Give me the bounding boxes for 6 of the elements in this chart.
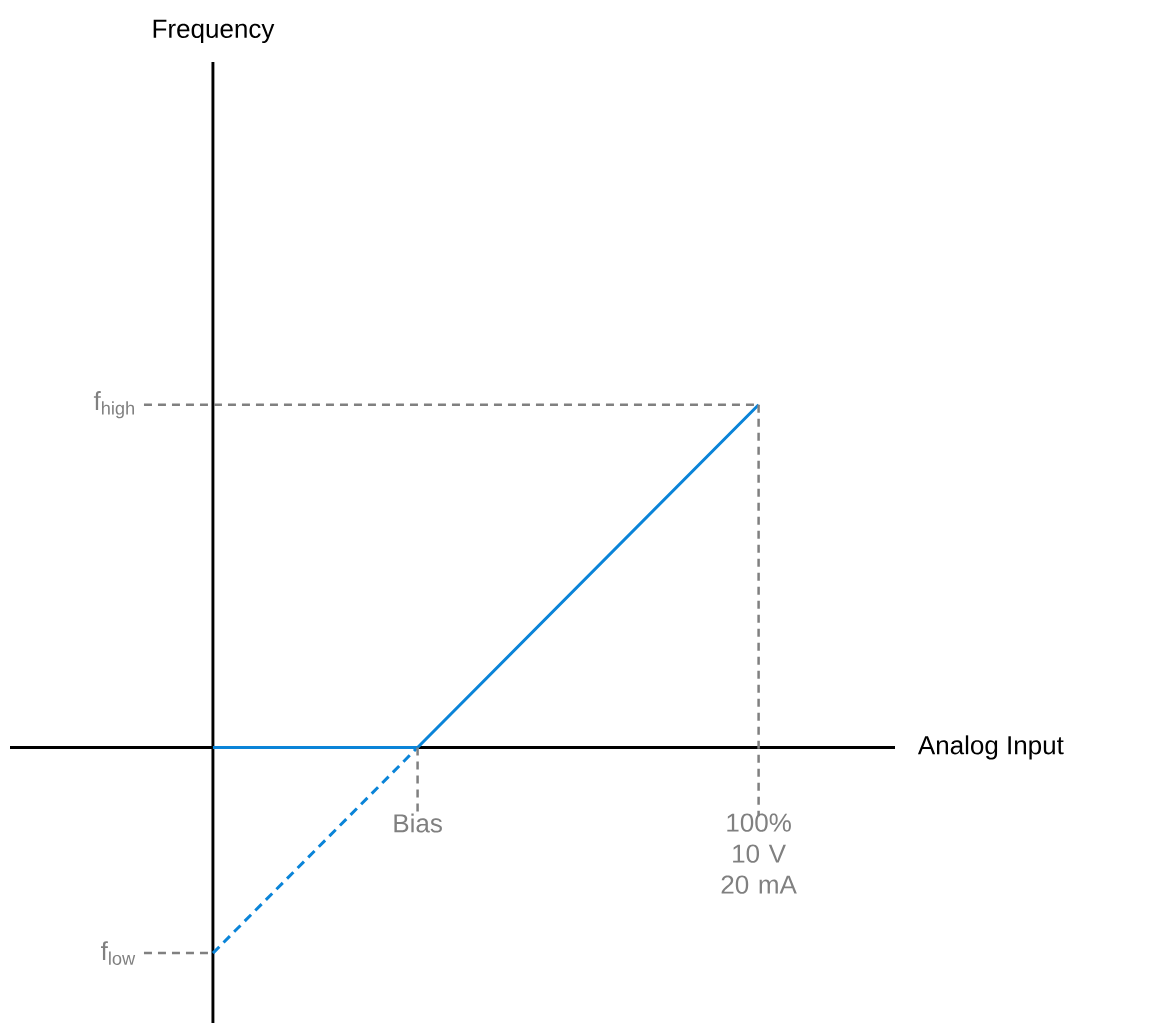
ref-line-label: f$_{high}$	[93, 391, 134, 419]
x-axis-title: Analog Input	[917, 735, 1064, 760]
x-tick-label: 100% 10 V 20 mA	[721, 813, 797, 894]
text: Frequency	[153, 19, 275, 44]
ref-line-label: f$_{low}$	[101, 941, 136, 965]
x-tick-label: Bias	[394, 813, 442, 833]
